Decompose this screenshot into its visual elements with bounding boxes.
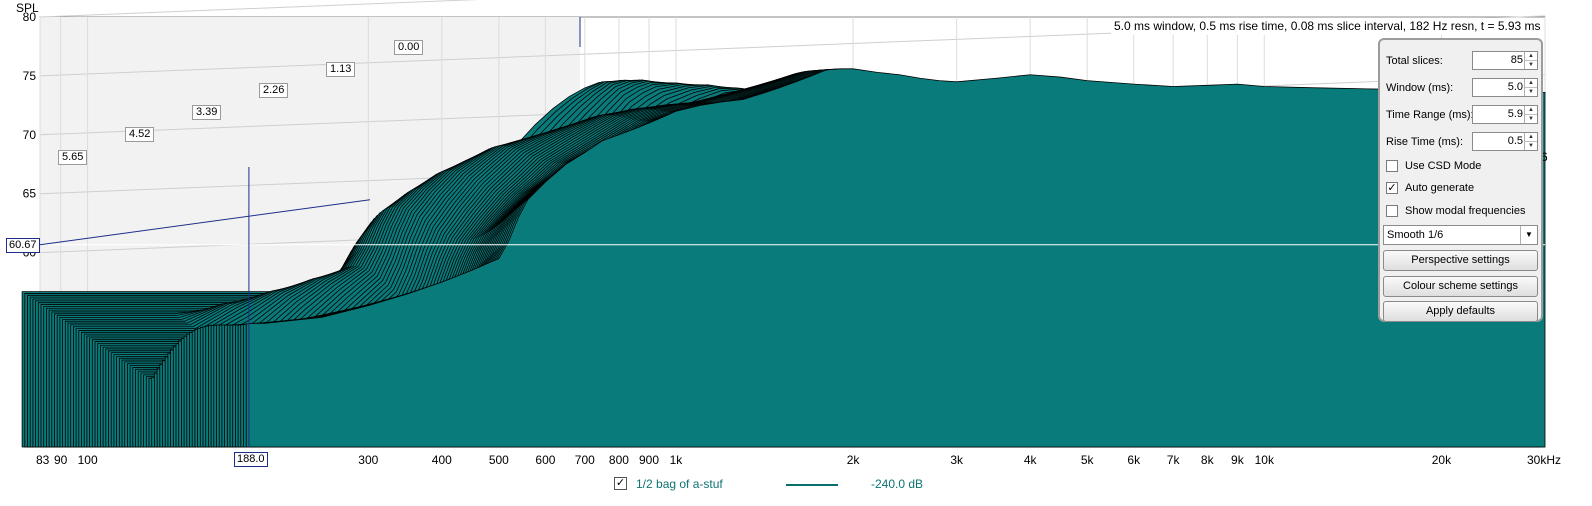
show-modal-label: Show modal frequencies: [1405, 205, 1526, 217]
cursor-perspective-line: [39, 199, 371, 246]
time-range-label: Time Range (ms):: [1386, 109, 1474, 121]
x-tick-label: 20k: [1432, 453, 1452, 467]
y-axis-label: SPL: [16, 1, 39, 15]
waterfall-slice: [248, 68, 1546, 448]
x-tick-label: 6k: [1127, 453, 1141, 467]
x-tick-label: 9k: [1231, 453, 1245, 467]
x-tick-label: 400: [432, 453, 452, 467]
perspective-settings-button[interactable]: Perspective settings: [1383, 250, 1538, 271]
x-tick-label: 7k: [1167, 453, 1181, 467]
grid-line: [39, 0, 479, 18]
y-tick-label: 70: [23, 128, 37, 142]
rise-time-label: Rise Time (ms):: [1386, 136, 1463, 148]
spin-down-icon[interactable]: ▼: [1525, 141, 1537, 150]
colour-scheme-settings-button[interactable]: Colour scheme settings: [1383, 276, 1538, 297]
window-label: Window (ms):: [1386, 82, 1454, 94]
time-range-spinner[interactable]: 5.9 ▲ ▼: [1472, 105, 1538, 124]
window-row: Window (ms): 5.0 ▲ ▼: [1384, 78, 1539, 98]
total-slices-value[interactable]: 85: [1510, 54, 1523, 66]
legend-series-name: 1/2 bag of a-stuf: [636, 477, 723, 491]
x-tick-label: 5k: [1081, 453, 1095, 467]
auto-generate-checkbox[interactable]: ✓: [1386, 182, 1398, 194]
time-range-row: Time Range (ms): 5.9 ▲ ▼: [1384, 105, 1539, 125]
total-slices-row: Total slices: 85 ▲ ▼: [1384, 51, 1539, 71]
legend-series-value: -240.0 dB: [871, 477, 924, 491]
time-label-2: 2.26: [259, 83, 289, 98]
x-tick-label: 300: [358, 453, 378, 467]
legend-line-swatch: [786, 484, 838, 486]
spin-down-icon[interactable]: ▼: [1525, 87, 1537, 96]
time-label-0: 0.00: [394, 40, 424, 55]
chevron-down-icon[interactable]: ▼: [1520, 226, 1537, 244]
total-slices-label: Total slices:: [1386, 55, 1443, 67]
rise-time-value[interactable]: 0.5: [1507, 135, 1523, 147]
x-tick-label: 10k: [1255, 453, 1275, 467]
x-tick-label: 700: [575, 453, 595, 467]
x-tick-label: 600: [535, 453, 555, 467]
smoothing-select[interactable]: Smooth 1/6 ▼: [1383, 225, 1538, 245]
x-tick-label: 500: [489, 453, 509, 467]
x-tick-label: 800: [609, 453, 629, 467]
x-tick-label: 2k: [847, 453, 861, 467]
x-tick-label: 83: [36, 453, 50, 467]
rise-time-spinner[interactable]: 0.5 ▲ ▼: [1472, 132, 1538, 151]
cursor-freq-readout: 188.0: [234, 452, 268, 467]
y-tick-label: 65: [23, 187, 37, 201]
time-range-value[interactable]: 5.9: [1507, 108, 1523, 120]
spin-up-icon[interactable]: ▲: [1528, 80, 1534, 86]
x-tick-label: 30kHz: [1527, 453, 1561, 467]
spin-down-icon[interactable]: ▼: [1525, 60, 1537, 69]
info-bar: 5.0 ms window, 0.5 ms rise time, 0.08 ms…: [1111, 18, 1544, 35]
waterfall-controls-panel: Total slices: 85 ▲ ▼ Window (ms): 5.0 ▲ ▼ …: [1378, 38, 1543, 322]
spin-up-icon[interactable]: ▲: [1528, 134, 1534, 140]
x-tick-label: 3k: [950, 453, 964, 467]
x-tick-label: 100: [78, 453, 98, 467]
smoothing-value: Smooth 1/6: [1387, 229, 1444, 241]
time-label-5: 5.65: [58, 150, 88, 165]
spin-up-icon[interactable]: ▲: [1528, 107, 1534, 113]
time-label-3: 3.39: [192, 105, 222, 120]
time-label-4: 4.52: [125, 127, 155, 142]
x-tick-label: 8k: [1201, 453, 1215, 467]
x-tick-label: 4k: [1024, 453, 1038, 467]
rise-time-row: Rise Time (ms): 0.5 ▲ ▼: [1384, 132, 1539, 152]
x-tick-label: 1k: [670, 453, 684, 467]
show-modal-checkbox[interactable]: [1386, 205, 1398, 217]
use-csd-label: Use CSD Mode: [1405, 160, 1482, 172]
use-csd-checkbox[interactable]: [1386, 160, 1398, 172]
y-tick-label: 80: [23, 10, 37, 24]
window-spinner[interactable]: 5.0 ▲ ▼: [1472, 78, 1538, 97]
cursor-spl-readout: 60.67: [6, 238, 40, 253]
x-tick-label: 900: [639, 453, 659, 467]
x-tick-label: 90: [54, 453, 68, 467]
y-tick-label: 75: [23, 69, 37, 83]
spin-up-icon[interactable]: ▲: [1528, 53, 1534, 59]
legend-checkbox[interactable]: ✓: [614, 477, 627, 490]
spin-down-icon[interactable]: ▼: [1525, 114, 1537, 123]
time-label-1: 1.13: [326, 62, 356, 77]
apply-defaults-button[interactable]: Apply defaults: [1383, 301, 1538, 322]
total-slices-spinner[interactable]: 85 ▲ ▼: [1472, 51, 1538, 70]
auto-generate-label: Auto generate: [1405, 182, 1475, 194]
window-value[interactable]: 5.0: [1507, 81, 1523, 93]
